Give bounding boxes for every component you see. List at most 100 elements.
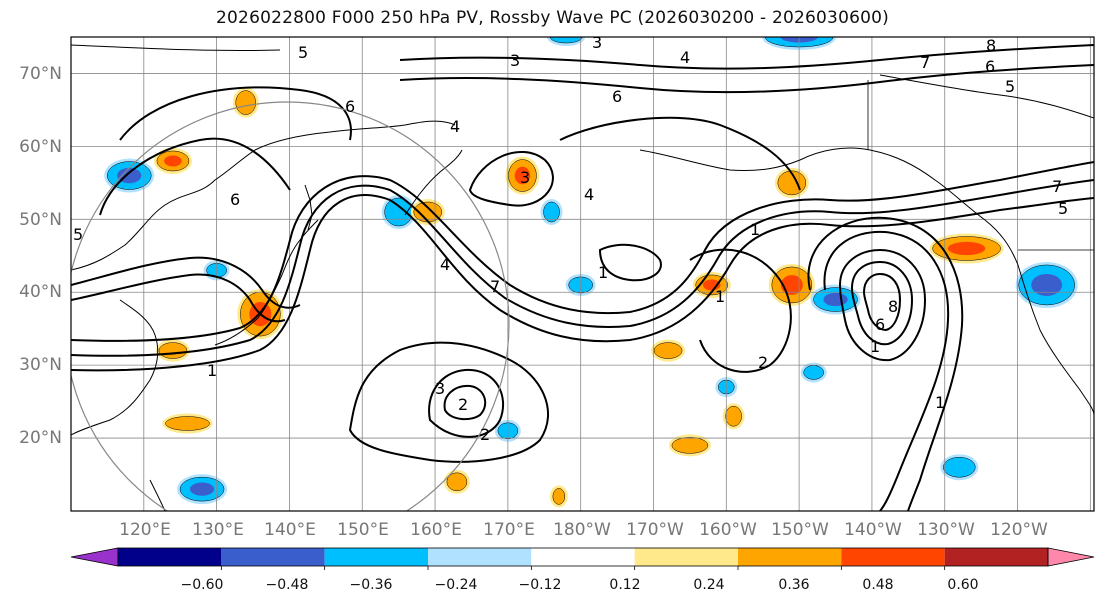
- contour-label: 3: [510, 51, 520, 70]
- lon-label: 140°W: [844, 520, 902, 540]
- lat-label: 60°N: [19, 137, 62, 157]
- pv-contour: [598, 243, 662, 282]
- contour-label: 4: [450, 117, 460, 136]
- contour-label: 4: [440, 255, 450, 274]
- contour-label: 6: [875, 315, 885, 334]
- contour-label: 5: [73, 225, 83, 244]
- pv-anomaly-blob: [381, 195, 416, 230]
- contour-label: 6: [345, 97, 355, 116]
- pv-anomaly-blob: [153, 147, 192, 174]
- lon-label: 160°W: [699, 520, 757, 540]
- colorbar-tick-label: −0.24: [435, 577, 478, 593]
- coastline-sakhalin: [304, 184, 313, 231]
- pv-anomaly-blob: [722, 403, 745, 430]
- pv-contour: [862, 272, 902, 332]
- contour-label: 1: [750, 220, 760, 239]
- pv-contour: [807, 216, 964, 511]
- lon-label: 130°E: [192, 520, 244, 540]
- pv-anomaly-blob: [651, 339, 686, 362]
- pv-contour: [99, 137, 291, 216]
- pv-anomaly-blob: [547, 37, 586, 46]
- pv-contour: [838, 248, 927, 362]
- lon-label: 130°W: [917, 520, 975, 540]
- pv-anomaly-blob: [929, 233, 1004, 264]
- coastline-east-asia: [71, 120, 456, 271]
- contour-label: 7: [490, 277, 500, 296]
- colorbar-segment: [531, 548, 635, 566]
- contour-label: 6: [230, 190, 240, 209]
- colorbar-tick-label: 0.48: [862, 577, 893, 593]
- pv-contour: [468, 150, 554, 207]
- contour-label: 2: [458, 395, 468, 414]
- latitude-labels: 70°N 60°N 50°N 40°N 30°N 20°N: [19, 64, 62, 448]
- colorbar-segment: [118, 548, 222, 566]
- pv-contours: [71, 44, 1094, 511]
- contour-label: 3: [592, 33, 602, 52]
- pv-contour: [823, 230, 950, 511]
- lon-label: 140°E: [264, 520, 316, 540]
- colorbar-frame: [117, 547, 1049, 567]
- colorbar-tick-label: −0.12: [519, 577, 562, 593]
- pv-contour: [348, 341, 550, 463]
- coastline-north-america-west: [984, 219, 1094, 416]
- contour-label: 3: [520, 168, 530, 187]
- lat-label: 40°N: [19, 282, 62, 302]
- pv-anomaly-shading: [104, 37, 1078, 508]
- contour-label: 7: [1052, 177, 1062, 196]
- lon-label: 180°W: [553, 520, 611, 540]
- pv-anomaly-blob: [177, 474, 228, 505]
- lon-label: 170°E: [483, 520, 535, 540]
- colorbar-tick-label: 0.36: [778, 577, 809, 593]
- pv-anomaly-blob: [1015, 261, 1078, 308]
- pv-contour: [559, 116, 801, 191]
- lon-label: 170°W: [626, 520, 684, 540]
- contour-label: 1: [598, 263, 608, 282]
- lat-label: 70°N: [19, 64, 62, 84]
- colorbar-segments: [70, 547, 1095, 570]
- lon-label: 150°W: [771, 520, 829, 540]
- colorbar-tick-label: −0.36: [350, 577, 393, 593]
- pv-contour: [689, 248, 792, 373]
- colorbar-tick-label: 0.60: [947, 577, 978, 593]
- map-frame: [70, 36, 1095, 512]
- pv-anomaly-blob: [668, 434, 711, 457]
- contour-label: 7: [920, 53, 930, 72]
- coastline-arctic: [71, 44, 1094, 119]
- lon-label: 120°W: [990, 520, 1048, 540]
- lat-lon-gridlines: [71, 37, 1094, 511]
- contour-label: 2: [758, 353, 768, 372]
- contour-label: 8: [986, 36, 996, 55]
- lon-label: 150°E: [337, 520, 389, 540]
- contour-label: 6: [612, 87, 622, 106]
- pv-anomaly-blob: [940, 454, 979, 481]
- pv-contour: [71, 179, 1094, 357]
- contour-label: 6: [985, 57, 995, 76]
- colorbar: −0.60 −0.48 −0.36 −0.24 −0.12 0.12 0.24 …: [70, 547, 1095, 593]
- colorbar-segment: [634, 548, 738, 566]
- pv-contour: [443, 384, 487, 421]
- colorbar-extend-high: [1047, 547, 1095, 567]
- pv-anomaly-blob: [443, 469, 470, 494]
- lat-label: 50°N: [19, 210, 62, 230]
- colorbar-extend-low: [70, 547, 119, 567]
- philippines-coast: [149, 479, 166, 511]
- colorbar-segment: [944, 548, 1048, 566]
- longitude-labels: 120°E 130°E 140°E 150°E 160°E 170°E 180°…: [119, 520, 1048, 540]
- contour-label: 5: [298, 43, 308, 62]
- contour-label: 8: [888, 297, 898, 316]
- pv-contour: [119, 86, 352, 141]
- pv-anomaly-blob: [768, 263, 815, 306]
- coastline-japan: [214, 219, 319, 346]
- contour-label: 1: [870, 337, 880, 356]
- pv-contour: [850, 260, 914, 346]
- pv-anomaly-blob: [232, 87, 259, 118]
- map-title: 2026022800 F000 250 hPa PV, Rossby Wave …: [216, 8, 889, 28]
- lat-label: 20°N: [19, 428, 62, 448]
- coastline-alaska: [639, 147, 986, 221]
- pv-contour: [71, 194, 1094, 372]
- contour-label: 5: [1005, 77, 1015, 96]
- pv-anomaly-blob: [162, 413, 213, 434]
- region-circle: [71, 101, 510, 511]
- pv-contour: [71, 273, 286, 323]
